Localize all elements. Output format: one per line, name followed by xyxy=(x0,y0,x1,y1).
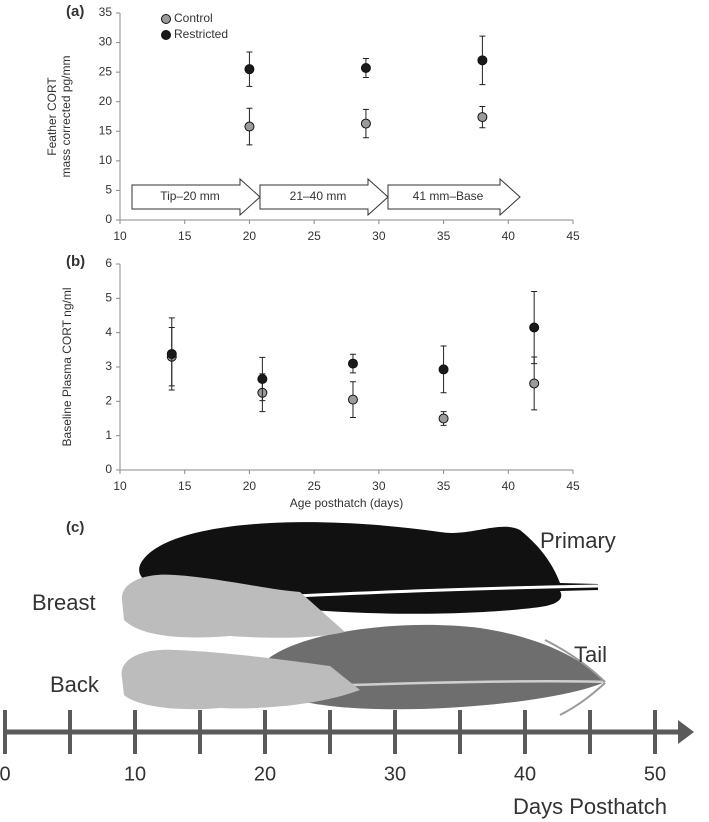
stage-label: 21–40 mm xyxy=(290,189,347,203)
timeline-tick-label: 40 xyxy=(514,763,536,785)
panel-label: (b) xyxy=(66,253,85,270)
x-tick-label: 10 xyxy=(113,229,127,243)
x-tick-label: 35 xyxy=(437,479,451,493)
data-point xyxy=(347,358,358,369)
y-tick-label: 30 xyxy=(99,35,113,49)
x-tick-label: 25 xyxy=(307,229,321,243)
timeline-tick-label: 50 xyxy=(644,763,666,785)
y-tick-label: 25 xyxy=(99,64,113,78)
data-point xyxy=(477,112,488,123)
feather-label: Breast xyxy=(32,590,96,615)
y-axis-label: mass corrected pg/mm xyxy=(59,55,73,177)
y-tick-label: 15 xyxy=(99,123,113,137)
data-point xyxy=(529,322,540,333)
x-axis-label: Age posthatch (days) xyxy=(290,496,403,510)
y-tick-label: 6 xyxy=(105,256,112,270)
data-point xyxy=(347,394,358,405)
legend-marker xyxy=(161,14,171,24)
data-point xyxy=(438,413,449,424)
data-point xyxy=(529,378,540,389)
x-tick-label: 40 xyxy=(502,229,516,243)
timeline-label: Days Posthatch xyxy=(513,794,667,819)
stage-arrow xyxy=(259,177,389,217)
panel-label: (c) xyxy=(66,519,84,536)
data-point xyxy=(244,121,255,132)
y-tick-label: 35 xyxy=(99,5,113,19)
y-axis-label: Baseline Plasma CORT ng/ml xyxy=(60,288,74,447)
x-tick-label: 15 xyxy=(178,229,192,243)
y-tick-label: 4 xyxy=(105,325,112,339)
x-tick-label: 15 xyxy=(178,479,192,493)
data-point xyxy=(257,374,268,385)
feather-label: Back xyxy=(50,672,100,697)
x-tick-label: 25 xyxy=(307,479,321,493)
feather-label: Tail xyxy=(574,642,607,667)
x-tick-label: 20 xyxy=(243,229,257,243)
data-point xyxy=(166,348,177,359)
y-tick-label: 1 xyxy=(105,428,112,442)
y-tick-label: 0 xyxy=(105,212,112,226)
data-point xyxy=(360,63,371,74)
legend-marker xyxy=(161,30,171,40)
data-point xyxy=(244,64,255,75)
y-tick-label: 0 xyxy=(105,462,112,476)
timeline-tick-label: 30 xyxy=(384,763,406,785)
breast-feather xyxy=(121,574,345,638)
x-tick-label: 10 xyxy=(113,479,127,493)
timeline-arrowhead xyxy=(678,720,694,744)
panel-label: (a) xyxy=(66,3,84,20)
x-tick-label: 20 xyxy=(243,479,257,493)
x-tick-label: 40 xyxy=(502,479,516,493)
y-tick-label: 5 xyxy=(105,291,112,305)
legend-label: Restricted xyxy=(174,27,228,41)
x-tick-label: 30 xyxy=(372,479,386,493)
x-tick-label: 45 xyxy=(566,229,580,243)
timeline-tick-label: 10 xyxy=(124,763,146,785)
timeline-tick-label: 20 xyxy=(254,763,276,785)
tail-shaft xyxy=(349,679,606,687)
stage-label: Tip–20 mm xyxy=(160,189,220,203)
y-tick-label: 3 xyxy=(105,359,112,373)
y-tick-label: 2 xyxy=(105,394,112,408)
data-point xyxy=(477,55,488,66)
y-tick-label: 10 xyxy=(99,153,113,167)
feather-label: Primary xyxy=(540,528,616,553)
legend-label: Control xyxy=(174,11,213,25)
timeline-tick-label: 0 xyxy=(0,763,11,785)
tail-tip xyxy=(544,639,606,716)
y-tick-label: 5 xyxy=(105,183,112,197)
feathers xyxy=(121,522,606,716)
stage-arrow xyxy=(387,177,521,217)
x-tick-label: 35 xyxy=(437,229,451,243)
data-point xyxy=(360,118,371,129)
stage-arrow xyxy=(131,177,261,217)
x-tick-label: 30 xyxy=(372,229,386,243)
data-point xyxy=(438,364,449,375)
y-axis-label: Feather CORT xyxy=(45,77,59,156)
y-tick-label: 20 xyxy=(99,94,113,108)
stage-label: 41 mm–Base xyxy=(413,189,484,203)
back-feather xyxy=(121,649,360,710)
x-tick-label: 45 xyxy=(566,479,580,493)
